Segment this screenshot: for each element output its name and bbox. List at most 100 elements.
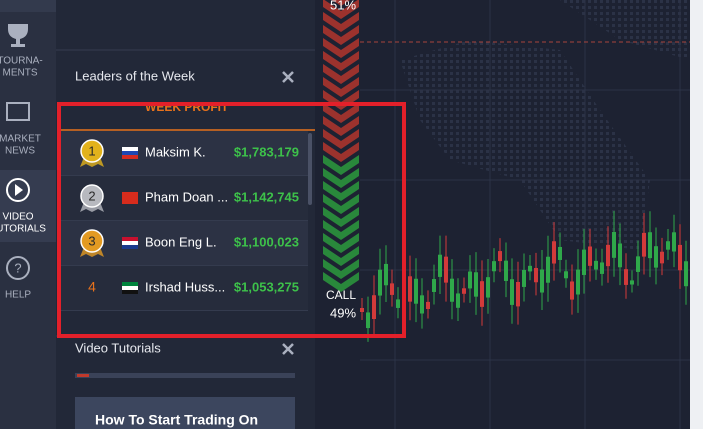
candle [594,260,598,270]
flag [122,192,138,204]
candle [558,246,562,260]
flag [122,290,138,294]
direction-chevron [323,272,359,292]
leader-name[interactable]: Boon Eng L. [145,234,217,249]
candle [648,232,652,259]
sidebar-label[interactable]: HELP [5,290,31,301]
direction-chevron [323,77,359,97]
flag [122,282,138,286]
direction-chevron [323,25,359,45]
leader-row[interactable] [61,266,308,310]
candle [642,232,646,257]
candle [474,272,478,297]
close-button[interactable] [282,343,294,355]
candle [660,251,664,264]
candle [654,246,658,268]
direction-chevron [323,259,359,279]
flag [122,147,138,151]
candle [540,269,544,293]
scrollbar[interactable] [308,133,312,205]
direction-chevron [323,207,359,227]
call-label[interactable]: CALL [326,288,356,302]
candle [522,269,526,287]
sidebar-label[interactable]: NEWS [5,146,35,157]
direction-chevron [323,103,359,123]
direction-chevron [323,64,359,84]
video-card-title[interactable]: How To Start Trading On [95,412,258,428]
flag [122,155,138,159]
candle [612,231,616,258]
sidebar-label[interactable]: VIDEO [2,212,33,223]
leader-name[interactable]: Pham Doan ... [145,189,228,204]
medal [80,139,104,163]
candle [606,244,610,267]
candle [678,244,682,271]
candle [570,281,574,300]
sidebar-label[interactable]: MENTS [3,68,38,79]
direction-chevron [323,233,359,253]
help-icon: ? [14,260,21,275]
play-icon[interactable] [6,178,30,202]
direction-chevron [323,51,359,71]
direction-chevron [323,181,359,201]
candle [510,279,514,305]
candle [624,269,628,285]
video-strip [77,374,89,377]
play-icon [15,184,23,196]
candle [552,241,556,264]
flag [122,245,138,249]
candle [456,293,460,308]
news-icon[interactable] [6,102,30,121]
trophy-icon[interactable] [8,24,28,47]
sidebar-label[interactable]: TOURNA- [0,56,43,67]
candle [564,271,568,279]
direction-chevron [323,142,359,162]
direction-chevron [323,12,359,32]
direction-chevron [323,116,359,136]
medal [80,229,104,253]
candle [504,260,508,281]
candle [516,281,520,307]
candle [672,232,676,252]
candle [630,280,634,285]
direction-chevron [323,38,359,58]
edge [690,0,703,429]
candle [534,267,538,283]
direction-chevron [323,0,359,19]
candle [390,283,394,295]
flag [122,151,138,155]
direction-chevron [323,220,359,240]
direction-chevron [323,155,359,175]
candle [378,269,382,296]
direction-chevron [323,129,359,149]
rank: 1 [88,143,95,158]
world-map [560,0,690,60]
candle [528,265,532,272]
candle [426,301,430,309]
put-percent: 51% [330,0,356,12]
candle [396,299,400,308]
sidebar-top [0,0,56,12]
candle [444,256,448,283]
leader-profit: $1,783,179 [234,144,299,159]
candle [480,281,484,307]
leader-name[interactable]: Maksim K. [145,144,206,159]
close-button[interactable] [282,71,294,83]
sidebar-label[interactable]: MARKET [0,134,41,145]
leader-profit: $1,053,275 [234,279,299,294]
direction-chevron [332,0,350,6]
candle [588,246,592,266]
candle [666,241,670,250]
candle [618,243,622,268]
candle [462,288,466,294]
video-card[interactable] [75,397,295,429]
leader-profit: $1,142,745 [234,189,299,204]
sidebar-label[interactable]: TUTORIALS [0,224,46,235]
candle [360,308,364,312]
help-icon[interactable] [6,256,30,280]
candle [414,278,418,304]
candle [468,271,472,289]
leader-name[interactable]: Irshad Huss... [145,279,225,294]
